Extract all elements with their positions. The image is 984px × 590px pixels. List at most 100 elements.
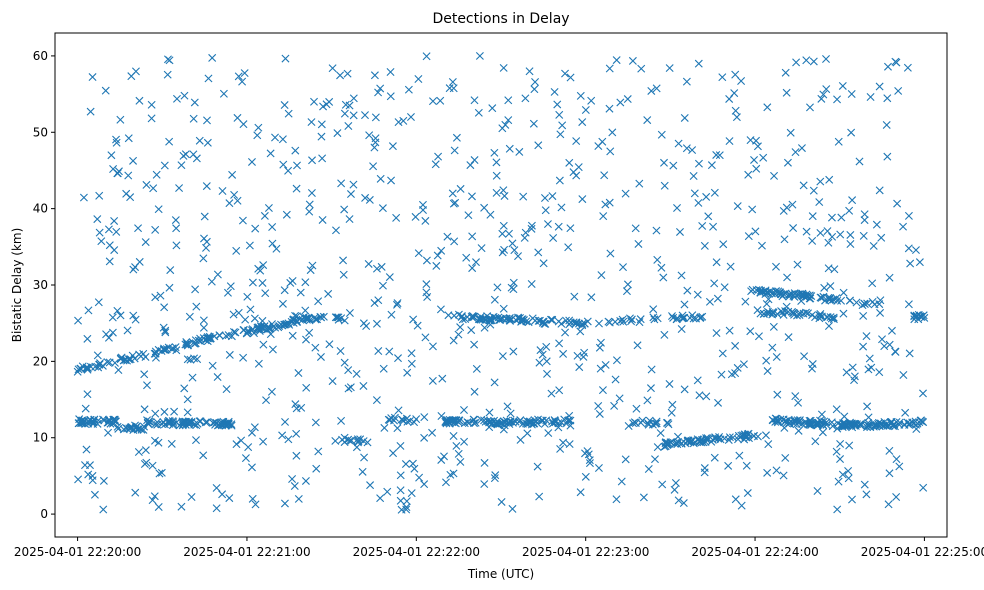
detection-point [823, 313, 832, 322]
detection-point [829, 313, 838, 322]
detection-point [202, 237, 211, 246]
detection-point [241, 315, 250, 324]
detection-point [140, 460, 149, 468]
detection-point [114, 424, 123, 433]
detection-point [731, 70, 740, 79]
detection-point [421, 333, 430, 342]
detection-point [741, 297, 750, 306]
detection-point [572, 171, 581, 180]
detection-point [711, 434, 720, 443]
detection-point [305, 200, 314, 209]
detection-point [698, 221, 707, 230]
detection-point [103, 358, 112, 367]
detection-point [556, 444, 565, 453]
detection-point [904, 211, 913, 220]
detection-point [683, 286, 692, 295]
detection-point [757, 241, 766, 250]
detection-point [279, 160, 288, 169]
detection-point [306, 266, 315, 275]
detection-point [288, 331, 297, 340]
detection-point [467, 326, 476, 335]
detection-point [153, 418, 162, 427]
detection-point [239, 120, 248, 129]
detection-point [84, 417, 93, 426]
detection-point [407, 349, 416, 358]
detection-point [848, 495, 856, 504]
detection-point [859, 342, 868, 351]
detection-point [387, 176, 396, 185]
detection-point [667, 408, 676, 417]
detection-point [281, 54, 290, 63]
detection-point [311, 418, 320, 427]
detection-point [542, 357, 551, 366]
detection-point [548, 192, 557, 201]
detection-point [674, 139, 683, 148]
detection-point [695, 391, 704, 400]
detection-point [610, 401, 619, 410]
detection-point [358, 467, 367, 476]
detection-point [192, 436, 200, 445]
detection-point [605, 104, 614, 113]
detection-point [503, 402, 512, 411]
detection-point [644, 464, 653, 473]
detection-point [160, 303, 169, 312]
detection-point [188, 373, 197, 382]
detection-point [837, 213, 846, 222]
detection-point [267, 387, 276, 396]
detection-point [431, 160, 440, 169]
detection-point [790, 417, 799, 426]
detection-point [630, 418, 639, 427]
detection-point [659, 273, 668, 282]
detection-point [875, 368, 884, 377]
detection-point [727, 370, 736, 379]
detection-point [564, 243, 573, 252]
detection-point [364, 259, 373, 268]
detection-point [836, 230, 845, 239]
detection-point [578, 118, 587, 127]
detection-point [490, 148, 499, 157]
detection-point [123, 326, 132, 335]
detection-point [712, 258, 721, 267]
detection-point [806, 419, 815, 428]
detection-point [780, 235, 789, 244]
detection-point [248, 494, 257, 503]
detection-point [160, 161, 169, 170]
detection-point [498, 229, 507, 238]
detection-point [863, 402, 872, 411]
detection-point [663, 418, 672, 427]
detection-point [623, 280, 632, 289]
detection-point [99, 415, 108, 424]
detection-point [396, 471, 405, 480]
detection-point [662, 440, 671, 449]
detection-point [455, 416, 464, 425]
detection-point [791, 148, 800, 157]
detection-point [477, 244, 486, 253]
detection-point [901, 408, 910, 417]
detection-point [463, 313, 472, 321]
detection-point [839, 309, 848, 318]
detection-point [278, 299, 287, 308]
detection-point [131, 67, 140, 76]
detection-point [773, 416, 782, 425]
detection-point [268, 222, 277, 231]
detection-point [442, 418, 451, 427]
detection-point [305, 207, 314, 216]
detection-point [595, 319, 603, 328]
detection-point [832, 294, 841, 303]
detection-point [561, 69, 570, 78]
detection-point [171, 343, 180, 352]
detection-point [759, 309, 768, 318]
detection-point [566, 73, 575, 82]
detection-point [458, 315, 467, 324]
detection-point [256, 322, 265, 331]
x-tick-label: 2025-04-01 22:25:00 [861, 545, 984, 559]
detection-point [233, 113, 242, 122]
detection-point [178, 418, 187, 427]
detection-point [314, 447, 323, 456]
detection-point [101, 86, 110, 95]
detection-point [700, 241, 709, 250]
detection-point [619, 263, 628, 272]
detection-point [778, 308, 787, 317]
detection-point [403, 368, 412, 377]
detection-point [353, 435, 362, 444]
